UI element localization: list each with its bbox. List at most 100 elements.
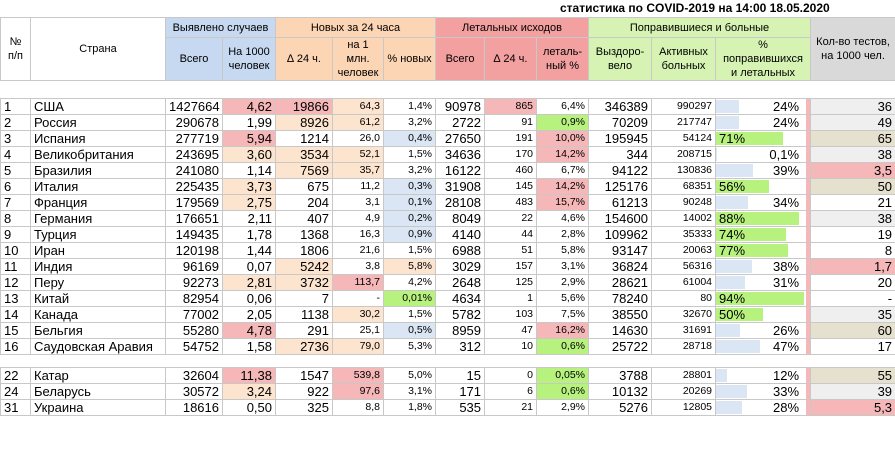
deaths-delta: 483 bbox=[484, 194, 538, 211]
country-name: Катар bbox=[30, 367, 166, 384]
rec-pct: 50% bbox=[715, 306, 812, 323]
rec-pct-bar bbox=[716, 401, 743, 414]
lethal-marker bbox=[806, 179, 810, 194]
cases-total: 54752 bbox=[165, 338, 223, 355]
tests-per1000: 35 bbox=[810, 306, 895, 323]
country-name: Бразилия bbox=[30, 162, 166, 179]
cases-per1000: 2,81 bbox=[222, 274, 276, 291]
new-pct: 5,8% bbox=[382, 258, 437, 275]
new-delta: 7569 bbox=[275, 162, 333, 179]
recovered: 344 bbox=[588, 146, 653, 163]
deaths-delta: 103 bbox=[484, 306, 538, 323]
new-delta: 407 bbox=[275, 210, 333, 227]
new-delta: 1547 bbox=[275, 367, 333, 384]
rec-pct-bar bbox=[716, 308, 764, 321]
rec-pct-label: 12% bbox=[773, 368, 800, 383]
tests-per1000: 17 bbox=[810, 338, 895, 355]
table-row: 9 Турция 149435 1,78 1368 16,3 0,9% 4140 44 2,8% 1… bbox=[0, 226, 895, 243]
col-lethal-pct: леталь-ный % bbox=[536, 37, 590, 81]
rec-pct-label: 94% bbox=[719, 291, 746, 306]
deaths-delta: 91 bbox=[484, 114, 538, 131]
rec-pct-bar bbox=[716, 292, 805, 305]
col-deaths-delta: ∆ 24 ч. bbox=[484, 37, 538, 81]
recovered: 61213 bbox=[588, 194, 653, 211]
col-active: Активных больных bbox=[651, 37, 717, 81]
table-row: 5 Бразилия 241080 1,14 7569 35,7 3,2% 16122 460 6… bbox=[0, 162, 895, 179]
new-per-mln: 64,3 bbox=[332, 98, 384, 115]
country-name: Франция bbox=[30, 194, 166, 211]
tests-per1000: 65 bbox=[810, 130, 895, 147]
new-pct: 1,8% bbox=[382, 399, 437, 416]
col-num: № п/п bbox=[0, 17, 31, 81]
lethal-marker bbox=[806, 115, 810, 130]
lethal-pct: 2,9% bbox=[536, 274, 590, 291]
rec-pct-label: 0,1% bbox=[769, 147, 800, 162]
tests-per1000: 19 bbox=[810, 226, 895, 243]
lethal-marker bbox=[806, 163, 810, 178]
deaths-total: 4140 bbox=[435, 226, 486, 243]
rec-pct-bar bbox=[716, 340, 761, 353]
rec-pct: 34% bbox=[715, 194, 812, 211]
col-deaths-total: Всего bbox=[435, 37, 486, 81]
active: 217747 bbox=[651, 114, 717, 131]
active: 130836 bbox=[651, 162, 717, 179]
cases-per1000: 1,58 bbox=[222, 338, 276, 355]
rec-pct: 0,1% bbox=[715, 146, 812, 163]
new-pct: 1,4% bbox=[382, 98, 437, 115]
deaths-delta: 157 bbox=[484, 258, 538, 275]
cases-total: 32604 bbox=[165, 367, 223, 384]
recovered: 78240 bbox=[588, 290, 653, 307]
recovered: 125176 bbox=[588, 178, 653, 195]
country-name: Канада bbox=[30, 306, 166, 323]
row-num: 7 bbox=[0, 194, 31, 211]
cases-per1000: 3,73 bbox=[222, 178, 276, 195]
table-body-top: 1 США 1427664 4,62 19866 64,3 1,4% 90978 865 6,4%… bbox=[0, 98, 895, 355]
lethal-pct: 0,05% bbox=[536, 367, 590, 384]
row-num: 1 bbox=[0, 98, 31, 115]
new-pct: 0,01% bbox=[382, 290, 437, 307]
cases-per1000: 1,99 bbox=[222, 114, 276, 131]
rec-pct-bar bbox=[716, 276, 746, 289]
row-num: 2 bbox=[0, 114, 31, 131]
new-pct: 5,3% bbox=[382, 338, 437, 355]
recovered: 346389 bbox=[588, 98, 653, 115]
rec-pct-bar bbox=[716, 324, 741, 337]
recovered: 94122 bbox=[588, 162, 653, 179]
recovered: 28621 bbox=[588, 274, 653, 291]
deaths-total: 2722 bbox=[435, 114, 486, 131]
table-row: 4 Великобритания 243695 3,60 3534 52,1 1,5% 346… bbox=[0, 146, 895, 163]
new-pct: 3,2% bbox=[382, 162, 437, 179]
cases-per1000: 1,78 bbox=[222, 226, 276, 243]
new-per-mln: 539,8 bbox=[332, 367, 384, 384]
cases-per1000: 2,05 bbox=[222, 306, 276, 323]
cases-total: 179569 bbox=[165, 194, 223, 211]
country-name: Россия bbox=[30, 114, 166, 131]
cases-total: 225435 bbox=[165, 178, 223, 195]
deaths-total: 6988 bbox=[435, 242, 486, 259]
lethal-marker bbox=[806, 368, 810, 383]
row-num: 13 bbox=[0, 290, 31, 307]
country-name: Италия bbox=[30, 178, 166, 195]
deaths-total: 171 bbox=[435, 383, 486, 400]
active: 80 bbox=[651, 290, 717, 307]
active: 56316 bbox=[651, 258, 717, 275]
table-row: 7 Франция 179569 2,75 204 3,1 0,1% 28108 483 15,7… bbox=[0, 194, 895, 211]
table-row: 12 Перу 92273 2,81 3732 113,7 4,2% 2648 125 2,9% 2… bbox=[0, 274, 895, 291]
rec-pct-label: 56% bbox=[719, 179, 746, 194]
rec-pct: 12% bbox=[715, 367, 812, 384]
new-delta: 1368 bbox=[275, 226, 333, 243]
active: 31691 bbox=[651, 322, 717, 339]
covid-table: № п/п Страна Выявлено случаев Новых за 2… bbox=[0, 17, 895, 416]
cases-per1000: 1,14 bbox=[222, 162, 276, 179]
country-name: Перу bbox=[30, 274, 166, 291]
lethal-marker bbox=[806, 147, 810, 162]
country-name: Испания bbox=[30, 130, 166, 147]
active: 28801 bbox=[651, 367, 717, 384]
tests-per1000: 20 bbox=[810, 274, 895, 291]
lethal-pct: 14,2% bbox=[536, 146, 590, 163]
cases-total: 120198 bbox=[165, 242, 223, 259]
rec-pct-label: 71% bbox=[719, 131, 746, 146]
deaths-delta: 0 bbox=[484, 367, 538, 384]
deaths-delta: 10 bbox=[484, 338, 538, 355]
rec-pct-bar bbox=[716, 164, 753, 177]
